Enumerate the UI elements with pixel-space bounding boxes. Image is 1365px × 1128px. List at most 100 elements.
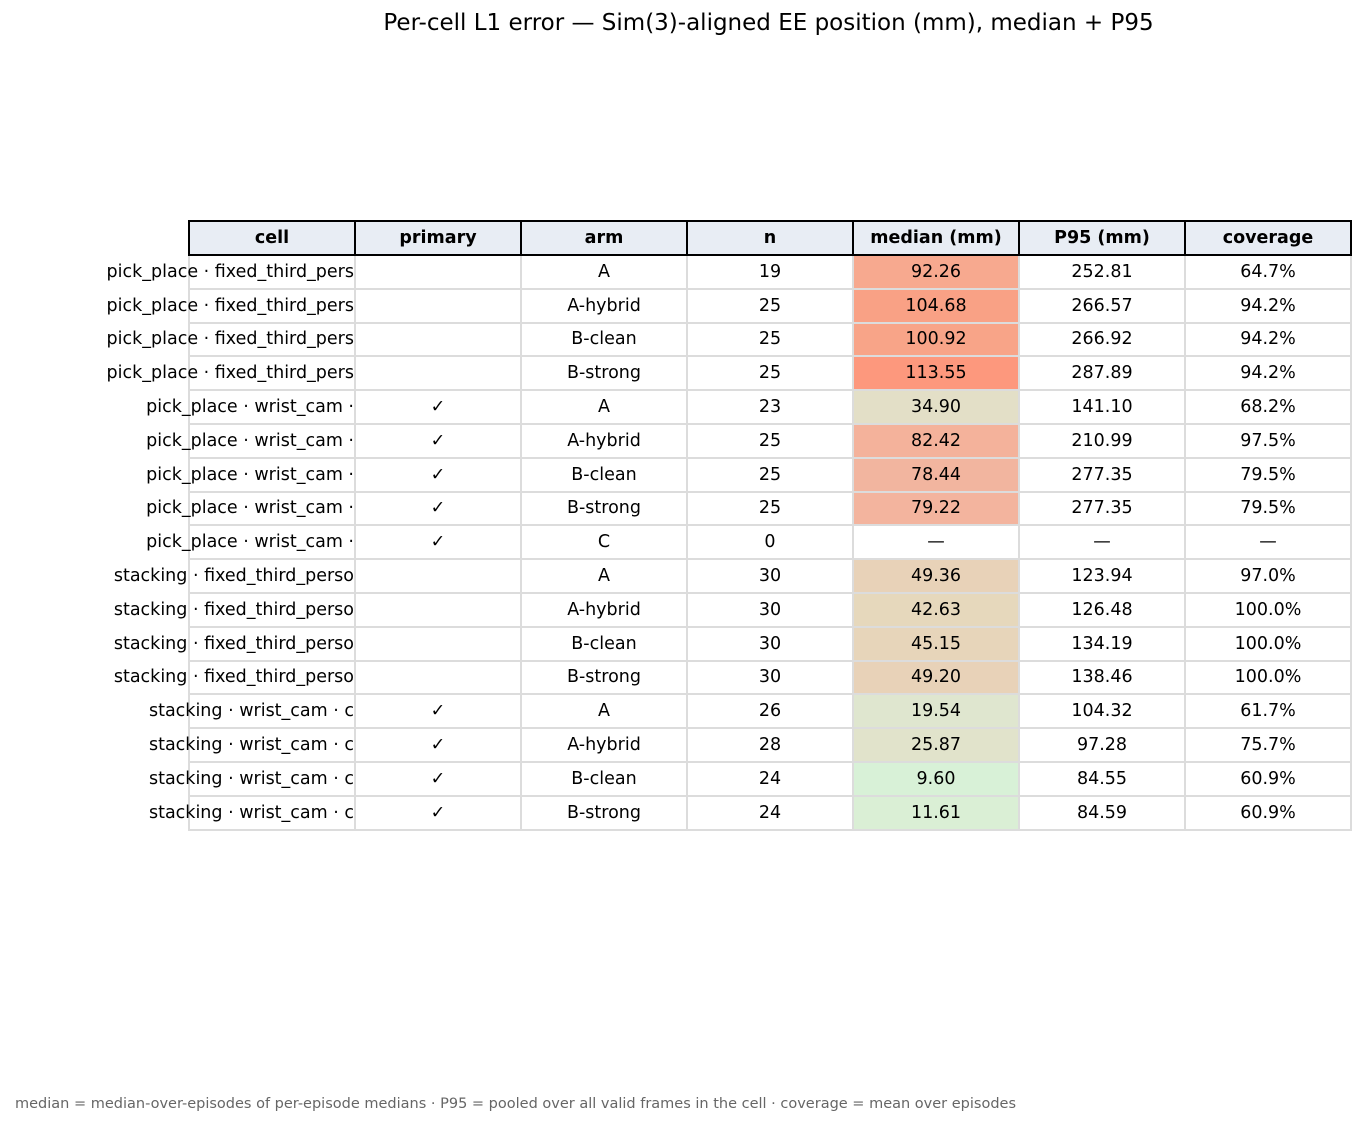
row-coverage: 75.7%	[1184, 727, 1352, 763]
row-primary-mark	[354, 625, 522, 662]
row-median: 104.68	[852, 287, 1020, 324]
table-row: pick_place · fixed_third_pers B-clean 25 10…	[107, 321, 1352, 358]
row-primary-mark: ✓	[354, 490, 522, 527]
row-n: 30	[686, 558, 854, 594]
row-cell-label: pick_place · fixed_third_pers	[106, 363, 354, 384]
row-median: 25.87	[852, 727, 1020, 763]
column-header-n: n	[686, 220, 854, 256]
row-p95: 126.48	[1018, 591, 1186, 628]
row-median: 78.44	[852, 456, 1020, 493]
row-coverage: 100.0%	[1184, 625, 1352, 662]
row-n: 24	[686, 760, 854, 797]
table-row: stacking · fixed_third_perso B-strong 30 49…	[114, 659, 1352, 696]
row-coverage: 100.0%	[1184, 659, 1352, 696]
row-cell-label: pick_place · wrist_cam ·	[146, 498, 354, 519]
row-cell-name: stacking · wrist_cam · c	[149, 693, 356, 730]
row-cell-label: stacking · wrist_cam · c	[148, 802, 354, 823]
row-primary-mark	[354, 558, 522, 594]
row-p95: 141.10	[1018, 389, 1186, 425]
row-primary-mark: ✓	[354, 524, 522, 561]
row-median: 100.92	[852, 321, 1020, 358]
row-primary-mark	[354, 321, 522, 358]
row-arm: B-strong	[520, 355, 688, 392]
row-p95: 210.99	[1018, 422, 1186, 459]
row-cell-name: pick_place · fixed_third_pers	[107, 321, 356, 358]
row-n: 30	[686, 625, 854, 662]
row-coverage: —	[1184, 524, 1352, 561]
row-n: 24	[686, 794, 854, 831]
row-n: 25	[686, 422, 854, 459]
row-cell-name: pick_place · fixed_third_pers	[107, 355, 356, 392]
table-row: pick_place · fixed_third_pers A 19 92.26 252…	[107, 254, 1352, 290]
row-primary-mark	[354, 254, 522, 290]
row-n: 25	[686, 490, 854, 527]
column-header-cell: cell	[188, 220, 356, 256]
row-cell-label: stacking · wrist_cam · c	[148, 768, 354, 789]
row-n: 25	[686, 456, 854, 493]
row-cell-label: stacking · fixed_third_perso	[113, 599, 354, 620]
row-cell-label: stacking · wrist_cam · c	[148, 701, 354, 722]
row-primary-mark: ✓	[354, 456, 522, 493]
row-n: 25	[686, 355, 854, 392]
row-median: 34.90	[852, 389, 1020, 425]
row-p95: 252.81	[1018, 254, 1186, 290]
row-coverage: 79.5%	[1184, 490, 1352, 527]
row-primary-mark	[354, 287, 522, 324]
row-p95: 104.32	[1018, 693, 1186, 730]
row-cell-label: pick_place · wrist_cam ·	[146, 532, 354, 553]
row-median: 49.20	[852, 659, 1020, 696]
table-row: stacking · wrist_cam · c ✓ B-clean 24 9.60 84…	[149, 760, 1352, 797]
row-arm: A-hybrid	[520, 727, 688, 763]
row-primary-mark: ✓	[354, 794, 522, 831]
row-cell-name: pick_place · fixed_third_pers	[107, 254, 356, 290]
row-arm: B-clean	[520, 625, 688, 662]
column-header-primary: primary	[354, 220, 522, 256]
row-arm: C	[520, 524, 688, 561]
row-median: 79.22	[852, 490, 1020, 527]
table-row: pick_place · wrist_cam · ✓ A-hybrid 25 82.42…	[146, 422, 1352, 459]
row-arm: A	[520, 558, 688, 594]
row-coverage: 60.9%	[1184, 760, 1352, 797]
row-median: 113.55	[852, 355, 1020, 392]
table-row: pick_place · fixed_third_pers A-hybrid 25 1…	[107, 287, 1352, 324]
row-n: 19	[686, 254, 854, 290]
row-coverage: 64.7%	[1184, 254, 1352, 290]
row-median: 11.61	[852, 794, 1020, 831]
row-cell-name: stacking · fixed_third_perso	[114, 625, 356, 662]
table-row: pick_place · wrist_cam · ✓ B-strong 25 79.22…	[146, 490, 1352, 527]
row-cell-label: pick_place · wrist_cam ·	[146, 397, 354, 418]
table-row: stacking · fixed_third_perso A-hybrid 30 42…	[114, 591, 1352, 628]
row-arm: B-strong	[520, 490, 688, 527]
row-primary-mark	[354, 355, 522, 392]
row-coverage: 60.9%	[1184, 794, 1352, 831]
row-p95: 97.28	[1018, 727, 1186, 763]
row-coverage: 97.0%	[1184, 558, 1352, 594]
row-median: 82.42	[852, 422, 1020, 459]
row-arm: A-hybrid	[520, 287, 688, 324]
table-header-row: cell primary arm n median (mm) P95 (mm) …	[188, 220, 1352, 256]
row-p95: 138.46	[1018, 659, 1186, 696]
row-arm: B-strong	[520, 794, 688, 831]
row-cell-name: pick_place · wrist_cam ·	[146, 490, 356, 527]
row-cell-name: pick_place · wrist_cam ·	[146, 456, 356, 493]
results-table: cell primary arm n median (mm) P95 (mm) …	[107, 220, 1352, 831]
row-n: 25	[686, 321, 854, 358]
table-row: stacking · fixed_third_perso B-clean 30 45.…	[114, 625, 1352, 662]
row-p95: 266.92	[1018, 321, 1186, 358]
row-p95: 287.89	[1018, 355, 1186, 392]
row-arm: A-hybrid	[520, 591, 688, 628]
row-p95: —	[1018, 524, 1186, 561]
column-header-median: median (mm)	[852, 220, 1020, 256]
row-coverage: 79.5%	[1184, 456, 1352, 493]
row-cell-name: stacking · wrist_cam · c	[149, 794, 356, 831]
table-row: stacking · wrist_cam · c ✓ A 26 19.54 104.32 6…	[149, 693, 1352, 730]
row-cell-label: stacking · fixed_third_perso	[113, 633, 354, 654]
row-cell-name: pick_place · wrist_cam ·	[146, 389, 356, 425]
row-arm: A-hybrid	[520, 422, 688, 459]
chart-title: Per-cell L1 error — Sim(3)-aligned EE po…	[383, 10, 1154, 36]
row-arm: B-clean	[520, 321, 688, 358]
row-cell-name: stacking · wrist_cam · c	[149, 760, 356, 797]
table-row: pick_place · wrist_cam · ✓ B-clean 25 78.44 2…	[146, 456, 1352, 493]
row-arm: A	[520, 254, 688, 290]
row-n: 25	[686, 287, 854, 324]
